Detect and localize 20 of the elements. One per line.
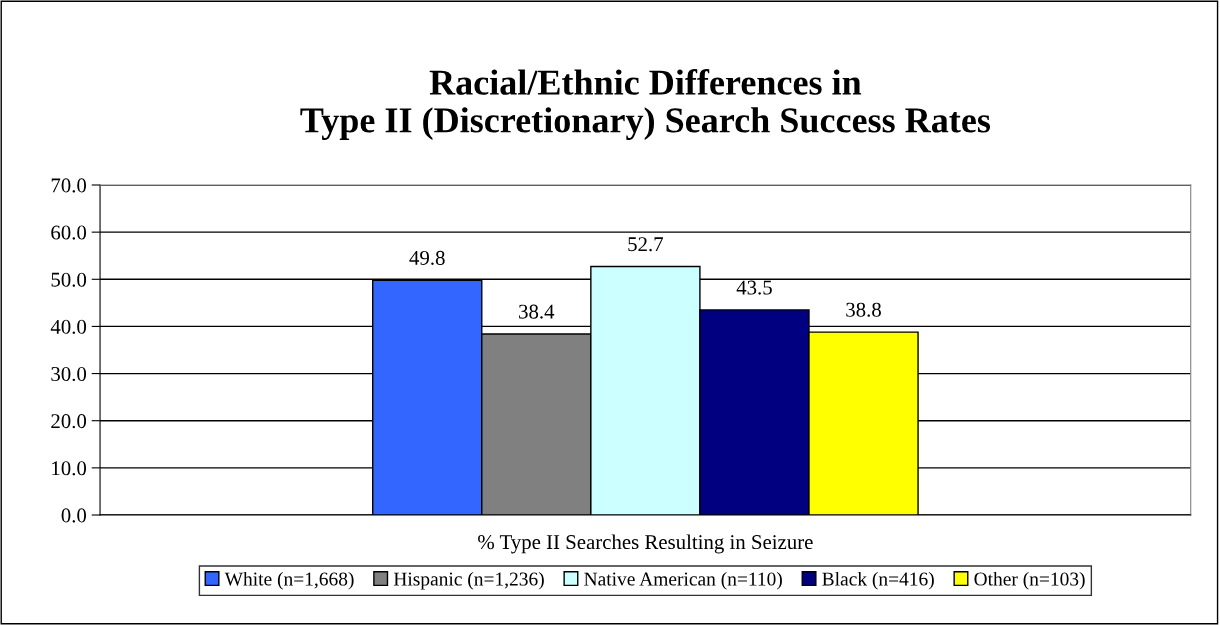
- y-tick-label: 0.0: [61, 508, 87, 523]
- data-label: 52.7: [628, 237, 664, 252]
- y-tick-label: 40.0: [50, 319, 87, 334]
- legend-label: Black (n=416): [822, 571, 934, 590]
- data-label: 43.5: [736, 280, 772, 295]
- y-tick-label: 20.0: [51, 414, 87, 429]
- legend-label: White (n=1,668): [224, 571, 354, 590]
- legend-label: Native American (n=110): [584, 571, 782, 590]
- y-tick-label: 60.0: [51, 225, 87, 240]
- y-tick-label: 10.0: [52, 461, 87, 476]
- y-tick-label: 70.0: [51, 178, 87, 193]
- legend-label: Hispanic (n=1,236): [393, 571, 544, 590]
- data-label: 38.8: [846, 302, 881, 317]
- x-tick-label: % Type II Searches Resulting in Seizure: [478, 534, 813, 554]
- data-label: 49.8: [409, 250, 445, 265]
- legend-label: Other (n=103): [974, 571, 1085, 590]
- y-tick-label: 30.0: [51, 366, 87, 382]
- chart-title: Racial/Ethnic Differences in Type II (Discretionary) Search Success Rates: [300, 69, 991, 141]
- y-tick-label: 50.0: [51, 272, 87, 287]
- data-label: 38.4: [519, 304, 555, 319]
